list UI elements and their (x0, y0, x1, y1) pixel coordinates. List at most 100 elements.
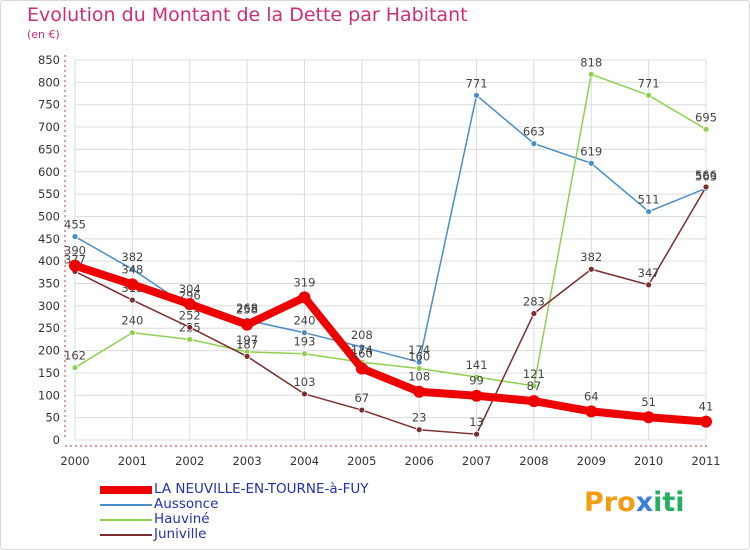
data-point (642, 411, 655, 424)
data-point (415, 426, 423, 434)
data-point (183, 298, 196, 311)
data-label: 41 (699, 400, 714, 414)
data-label: 771 (638, 76, 660, 90)
data-label: 23 (412, 411, 427, 425)
x-tick-label: 2009 (577, 454, 606, 468)
data-point (645, 281, 653, 289)
legend-swatch-juniville (100, 533, 152, 536)
data-point (69, 259, 81, 272)
data-point (700, 415, 712, 428)
data-label: 382 (580, 250, 602, 264)
y-tick-label: 850 (38, 53, 60, 67)
series-line (71, 261, 710, 426)
y-tick-label: 550 (38, 187, 60, 201)
data-label: 51 (641, 395, 656, 409)
y-tick-label: 800 (38, 75, 60, 89)
data-label: 174 (351, 343, 373, 357)
data-label: 511 (638, 193, 660, 207)
x-tick-label: 2010 (634, 454, 663, 468)
data-label: 268 (236, 301, 258, 315)
y-tick-label: 350 (38, 277, 60, 291)
data-point (415, 365, 423, 372)
data-point (358, 343, 366, 351)
x-tick-label: 2003 (232, 454, 261, 468)
data-label: 162 (64, 349, 86, 363)
data-label: 818 (580, 55, 602, 69)
y-tick-label: 500 (38, 209, 60, 223)
data-label: 187 (236, 337, 258, 351)
data-label: 13 (469, 415, 484, 429)
data-label: 347 (638, 266, 660, 280)
y-tick-label: 100 (38, 388, 60, 402)
y-tick-label: 600 (38, 165, 60, 179)
data-label: 382 (121, 250, 143, 264)
legend-item-juniville: Juniville (100, 527, 430, 542)
data-label: 566 (695, 168, 717, 182)
data-point (126, 278, 139, 291)
x-tick-label: 2000 (60, 454, 89, 468)
data-point (587, 70, 595, 78)
y-tick-label: 750 (38, 98, 60, 112)
x-tick-label: 2007 (462, 454, 491, 468)
data-point (243, 352, 251, 360)
data-point (530, 140, 538, 148)
data-label: 87 (527, 379, 542, 393)
data-label: 160 (408, 349, 430, 363)
data-point (128, 329, 136, 337)
y-tick-label: 450 (38, 232, 60, 246)
data-point (587, 265, 595, 273)
legend-label-aussonce: Aussonce (154, 496, 219, 512)
legend-item-hauvine: Hauviné (100, 512, 430, 527)
data-point (587, 159, 595, 167)
data-point (530, 310, 538, 317)
data-point (470, 389, 483, 402)
data-label: 252 (179, 308, 201, 322)
data-point (473, 373, 480, 381)
y-tick-label: 200 (38, 344, 60, 358)
data-label: 208 (351, 328, 373, 342)
x-tick-label: 2005 (347, 454, 376, 468)
data-label: 103 (293, 375, 315, 389)
data-label: 121 (523, 367, 545, 381)
x-tick-label: 2011 (691, 454, 720, 468)
data-point (585, 405, 598, 418)
data-label: 455 (64, 218, 86, 232)
data-label: 563 (695, 169, 717, 183)
data-point (702, 183, 710, 191)
legend-swatch-hauvine (100, 518, 152, 521)
x-tick-label: 2002 (175, 454, 204, 468)
y-tick-label: 250 (38, 321, 60, 335)
y-tick-label: 50 (45, 411, 60, 425)
data-label: 619 (580, 144, 602, 158)
data-point (702, 125, 710, 133)
y-tick-label: 700 (38, 120, 60, 134)
data-label: 695 (695, 110, 717, 124)
legend-label-la-neuville: LA NEUVILLE-EN-TOURNE-à-FUY (154, 481, 369, 497)
data-label: 99 (469, 374, 484, 388)
data-label: 348 (121, 262, 143, 276)
data-point (355, 362, 368, 375)
data-label: 160 (351, 346, 373, 360)
series-line (74, 94, 707, 363)
data-point (241, 318, 254, 331)
data-label: 64 (584, 389, 599, 403)
y-tick-label: 0 (53, 433, 60, 447)
y-tick-label: 300 (38, 299, 60, 313)
data-point (186, 323, 194, 331)
legend-swatch-aussonce (100, 503, 152, 506)
x-tick-label: 2006 (405, 454, 434, 468)
data-label: 390 (64, 244, 86, 258)
data-label: 663 (523, 125, 545, 139)
data-label: 240 (121, 314, 143, 328)
data-point (530, 382, 538, 390)
y-tick-label: 400 (38, 254, 60, 268)
y-tick-label: 150 (38, 366, 60, 380)
data-point (645, 91, 653, 99)
legend-item-la-neuville: LA NEUVILLE-EN-TOURNE-à-FUY (100, 482, 430, 497)
data-label: 141 (466, 358, 488, 372)
data-point (527, 395, 540, 408)
y-tick-label: 650 (38, 142, 60, 156)
data-point (298, 291, 311, 304)
data-label: 174 (408, 343, 430, 357)
logo-letter: t (662, 487, 676, 518)
